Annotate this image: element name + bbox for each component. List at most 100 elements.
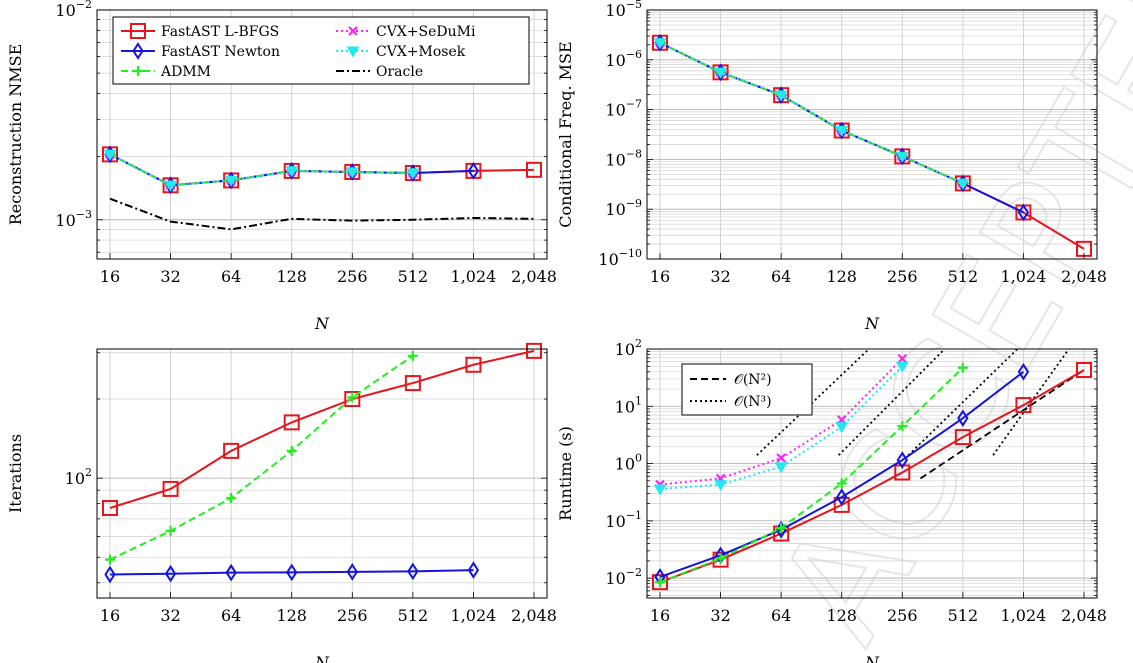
x-tick-label: 16 — [100, 267, 120, 286]
data-point-admm — [407, 350, 418, 361]
y-tick-label: 10−10 — [598, 247, 642, 269]
data-point-fastast_lbfgs — [404, 375, 421, 392]
data-point-fastast_lbfgs — [526, 342, 542, 359]
legend: 𝒪(N²) 𝒪(N³) — [681, 363, 813, 416]
x-axis-label: N — [314, 314, 330, 333]
data-point-cvx_mosek — [653, 484, 667, 496]
legend-marker-cvx_sedumi — [348, 26, 358, 36]
plot-frame — [646, 9, 1098, 260]
x-tick-label: 128 — [276, 606, 307, 625]
data-point-fastast_lbfgs — [465, 356, 482, 373]
data-point-fastast_newton — [225, 563, 237, 582]
legend-label: Oracle — [376, 64, 423, 80]
x-tick-label: 64 — [221, 606, 241, 625]
chart-nmse: 16 32 64 128 256 512 1,024 2,048 10−3 10−2 N Recons… — [6, 0, 557, 333]
data-point-cvx_mosek — [714, 480, 727, 492]
data-point-fastast_newton — [1017, 203, 1030, 222]
x-tick-label: 1,024 — [1001, 606, 1047, 625]
data-point-fastast_newton — [467, 162, 480, 180]
data-point-admm — [655, 577, 665, 588]
data-point-fastast_lbfgs — [652, 574, 668, 591]
data-point-cvx_mosek — [774, 462, 788, 474]
x-tick-label: 256 — [887, 606, 918, 625]
y-tick-label: 10−2 — [605, 566, 642, 588]
y-tick-label: 100 — [615, 452, 642, 474]
data-point-cvx_mosek — [835, 126, 849, 138]
data-point-admm — [776, 523, 787, 534]
y-tick-label: 10−7 — [605, 98, 642, 120]
data-point-cvx_mosek — [774, 90, 788, 102]
data-point-cvx_mosek — [895, 361, 909, 373]
data-point-fastast_lbfgs — [954, 429, 971, 446]
y-tick-label: 10−3 — [55, 208, 92, 230]
x-tick-label: 128 — [826, 267, 857, 286]
data-point-cvx_mosek — [224, 175, 238, 187]
y-tick-label: 10−5 — [605, 0, 642, 20]
data-point-admm — [286, 445, 297, 456]
chart-runtime: 16 32 64 128 256 512 1,024 2,048 10−2 10−1 100 101 1… — [556, 337, 1107, 663]
x-tick-label: 256 — [337, 606, 368, 625]
data-point-cvx_mosek — [406, 168, 420, 180]
data-point-fastast_lbfgs — [223, 442, 240, 459]
series-line-cvx_mosek — [659, 365, 903, 490]
chart-cond_mse: 16 32 64 128 256 512 1,024 2,048 10−10 10−9 10−8 10… — [556, 0, 1107, 333]
y-axis-label: Runtime (s) — [556, 426, 575, 521]
data-point-admm — [347, 392, 358, 403]
legend-marker-fastast_newton — [132, 42, 144, 60]
data-point-fastast_newton — [957, 409, 969, 428]
x-tick-label: 512 — [398, 267, 429, 286]
data-point-admm — [105, 554, 115, 565]
y-tick-label: 10−2 — [55, 0, 92, 20]
series-line-admm — [659, 367, 964, 584]
series-line-fastast_lbfgs — [659, 369, 1085, 584]
y-tick-label: 10−6 — [605, 48, 642, 70]
x-tick-label: 16 — [100, 606, 120, 625]
legend-marker-admm — [133, 66, 143, 76]
data-point-fastast_newton — [467, 561, 480, 579]
legend-marker-cvx_mosek — [346, 46, 360, 58]
series-line-cvx_sedumi — [659, 357, 903, 486]
data-point-fastast_newton — [896, 451, 908, 469]
x-tick-label: 32 — [710, 606, 730, 625]
x-tick-label: 32 — [710, 267, 730, 286]
legend-label: ADMM — [160, 64, 211, 80]
y-tick-label: 10−1 — [605, 509, 642, 531]
x-tick-label: 2,048 — [511, 606, 557, 625]
x-axis-label: N — [864, 314, 880, 333]
legend-label: FastAST Newton — [161, 44, 280, 60]
data-point-cvx_mosek — [653, 38, 667, 50]
data-point-fastast_newton — [164, 564, 177, 583]
x-tick-label: 64 — [771, 267, 791, 286]
x-tick-label: 1,024 — [451, 267, 497, 286]
reference-line — [756, 349, 870, 456]
data-point-cvx_sedumi — [776, 453, 786, 463]
x-tick-label: 1,024 — [451, 606, 497, 625]
x-tick-label: 16 — [650, 606, 670, 625]
chart-iterations: 16 32 64 128 256 512 1,024 2,048 102 N Iterations — [6, 342, 557, 663]
data-point-cvx_mosek — [714, 67, 727, 79]
series-line-cvx_mosek — [109, 153, 413, 187]
legend-box — [681, 363, 813, 416]
reference-line — [838, 349, 946, 456]
watermark-text: ACCEPTED MANUSCRIPT — [746, 0, 1133, 663]
x-tick-label: 2,048 — [1061, 606, 1107, 625]
data-point-fastast_newton — [1017, 362, 1030, 381]
data-point-cvx_mosek — [103, 149, 117, 161]
y-axis-label: Reconstruction NMSE — [6, 44, 25, 226]
data-point-fastast_lbfgs — [102, 499, 118, 516]
x-tick-label: 256 — [337, 267, 368, 286]
data-point-admm — [165, 525, 176, 536]
data-point-fastast_lbfgs — [162, 480, 179, 497]
data-point-cvx_mosek — [956, 178, 970, 190]
x-tick-label: 1,024 — [1001, 267, 1047, 286]
data-point-admm — [715, 553, 726, 564]
data-point-admm — [897, 421, 908, 432]
x-tick-label: 64 — [221, 267, 241, 286]
legend-label: 𝒪(N²) — [734, 372, 772, 388]
x-tick-label: 128 — [826, 606, 857, 625]
x-tick-label: 2,048 — [1061, 267, 1107, 286]
x-tick-label: 512 — [948, 267, 979, 286]
data-point-fastast_lbfgs — [1076, 361, 1092, 378]
x-tick-label: 512 — [948, 606, 979, 625]
